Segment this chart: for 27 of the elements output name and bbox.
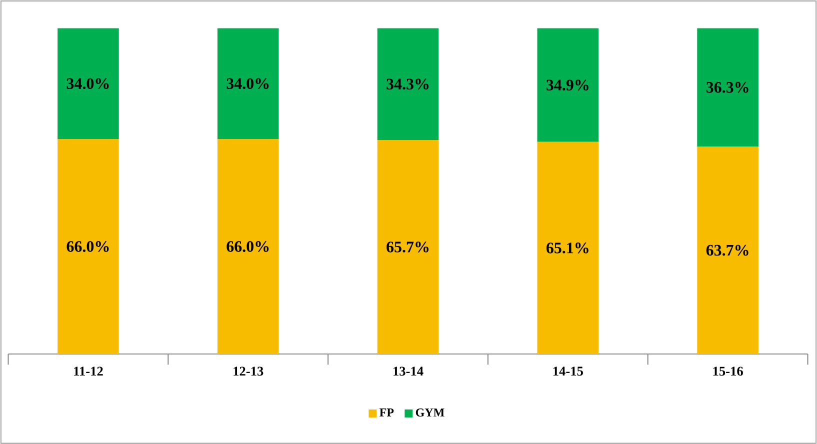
- x-tick-label: 14-15: [553, 366, 583, 376]
- bar: [377, 28, 439, 140]
- bar: [217, 138, 279, 354]
- legend-label: GYM: [416, 408, 444, 416]
- bar: [58, 28, 119, 139]
- bar: [217, 28, 279, 139]
- x-tick-label: 12-13: [234, 366, 264, 376]
- x-tick-label: 15-16: [713, 366, 743, 376]
- bar: [697, 146, 758, 354]
- bar: [537, 142, 599, 354]
- data-label: 65.1%: [546, 242, 588, 254]
- data-label: 66.0%: [226, 240, 269, 252]
- data-label: 36.3%: [706, 82, 748, 93]
- bar: [377, 140, 439, 354]
- data-label: 34.9%: [546, 80, 588, 90]
- bar: [58, 138, 119, 354]
- bar: [697, 28, 758, 146]
- bar: [537, 28, 599, 142]
- data-label: 34.0%: [66, 78, 109, 89]
- data-label: 34.3%: [386, 78, 428, 90]
- legend-label: FP: [380, 408, 394, 416]
- x-tick-label: 11-12: [74, 366, 103, 376]
- data-label: 34.0%: [226, 78, 269, 89]
- data-label: 66.0%: [66, 240, 109, 252]
- data-label: 63.7%: [706, 244, 748, 256]
- x-tick-label: 13-14: [394, 366, 424, 376]
- data-label: 65.7%: [386, 241, 428, 252]
